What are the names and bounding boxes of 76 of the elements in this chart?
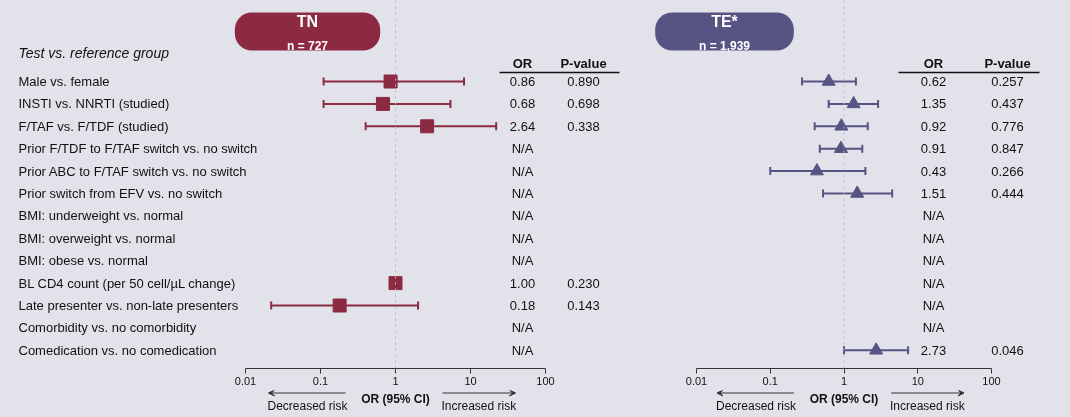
- y-tick-label: Late presenter vs. non-late presenters: [18, 298, 239, 313]
- annotation: 0.92: [920, 118, 947, 134]
- annotation: OR: [923, 56, 944, 71]
- annotation: P-value: [984, 56, 1031, 71]
- y-tick-label: BMI: overweight vs. normal: [18, 230, 176, 246]
- x-tick-label: 0.01: [234, 374, 257, 387]
- x-tick-label: 1: [392, 374, 399, 387]
- text: 0.698: [567, 96, 600, 112]
- x-axis-title: OR (95% CI): [809, 391, 879, 406]
- annotation: N/A: [922, 230, 945, 246]
- annotation: 1.35: [920, 96, 947, 112]
- annotation: 0.43: [920, 163, 947, 179]
- x-tick-label: 0.1: [312, 374, 329, 387]
- y-tick-label: INSTI vs. NNRTI (studied): [18, 96, 170, 112]
- annotation: 0.266: [991, 163, 1024, 179]
- annotation: 0.18: [509, 298, 536, 313]
- text: 0.338: [567, 118, 600, 134]
- x-axis-title: OR (95% CI): [361, 391, 430, 406]
- annotation: 0.776: [991, 118, 1024, 134]
- text: Increased risk: [441, 398, 518, 413]
- annotation: N/A: [511, 141, 534, 157]
- chart-title: TE*: [711, 12, 739, 30]
- x-tick-label: 10: [464, 374, 477, 387]
- annotation: N/A: [511, 230, 534, 246]
- annotation: 0.62: [920, 74, 947, 89]
- chart-subtitle: n = 727: [286, 38, 329, 53]
- text: 0.890: [567, 74, 600, 89]
- x-tick-label: 100: [536, 374, 555, 387]
- annotation: N/A: [922, 253, 945, 269]
- text: Decreased risk: [267, 398, 349, 413]
- annotation: 0.847: [991, 141, 1024, 157]
- annotation: N/A: [511, 320, 534, 336]
- y-tick-label: Male vs. female: [18, 74, 110, 89]
- text: Increased risk: [890, 398, 966, 413]
- text: 0.230: [567, 275, 600, 291]
- annotation: N/A: [511, 253, 534, 269]
- y-tick-label: Comorbidity vs. no comorbidity: [18, 320, 197, 336]
- y-tick-label: BMI: underweight vs. normal: [18, 208, 184, 224]
- text: Decreased risk: [716, 398, 798, 413]
- annotation: 0.046: [991, 342, 1024, 358]
- x-tick-label: 0.01: [685, 374, 708, 387]
- annotation: 2.73: [920, 342, 947, 358]
- annotation: N/A: [511, 208, 534, 224]
- y-tick-label: Comedication vs. no comedication: [18, 342, 217, 358]
- annotation: N/A: [922, 298, 945, 313]
- text: P-value: [560, 56, 607, 71]
- annotation: 0.437: [991, 96, 1024, 112]
- annotation: 0.68: [509, 96, 536, 112]
- y-tick-label: Prior switch from EFV vs. no switch: [18, 186, 223, 201]
- annotation: 0.444: [991, 186, 1024, 201]
- y-tick-label: BMI: obese vs. normal: [18, 253, 148, 269]
- text: Test vs. reference group: [18, 44, 170, 61]
- chart-subtitle: n = 1,939: [698, 38, 751, 53]
- annotation: 2.64: [509, 118, 536, 134]
- annotation: N/A: [511, 163, 534, 179]
- annotation: 1.00: [509, 275, 536, 291]
- y-tick-label: F/TAF vs. F/TDF (studied): [18, 118, 169, 134]
- x-tick-label: 1: [840, 374, 848, 387]
- annotation: OR: [512, 56, 533, 71]
- annotation: N/A: [511, 186, 534, 201]
- annotation: N/A: [511, 342, 534, 358]
- annotation: 0.257: [991, 74, 1024, 89]
- y-tick-label: BL CD4 count (per 50 cell/µL change): [18, 275, 236, 291]
- annotation: N/A: [922, 208, 945, 224]
- annotation: 1.51: [920, 186, 947, 201]
- annotation: N/A: [922, 275, 945, 291]
- annotation: 0.86: [509, 74, 536, 89]
- y-tick-label: Prior ABC to F/TAF switch vs. no switch: [18, 163, 247, 179]
- x-tick-label: 0.1: [762, 374, 778, 387]
- annotation: 0.91: [920, 141, 947, 157]
- annotation: N/A: [922, 320, 945, 336]
- x-tick-label: 100: [982, 374, 1001, 387]
- y-tick-label: Prior F/TDF to F/TAF switch vs. no switch: [18, 141, 258, 157]
- chart-title: TN: [296, 12, 319, 30]
- text: 0.143: [567, 298, 600, 313]
- x-tick-label: 10: [911, 374, 924, 387]
